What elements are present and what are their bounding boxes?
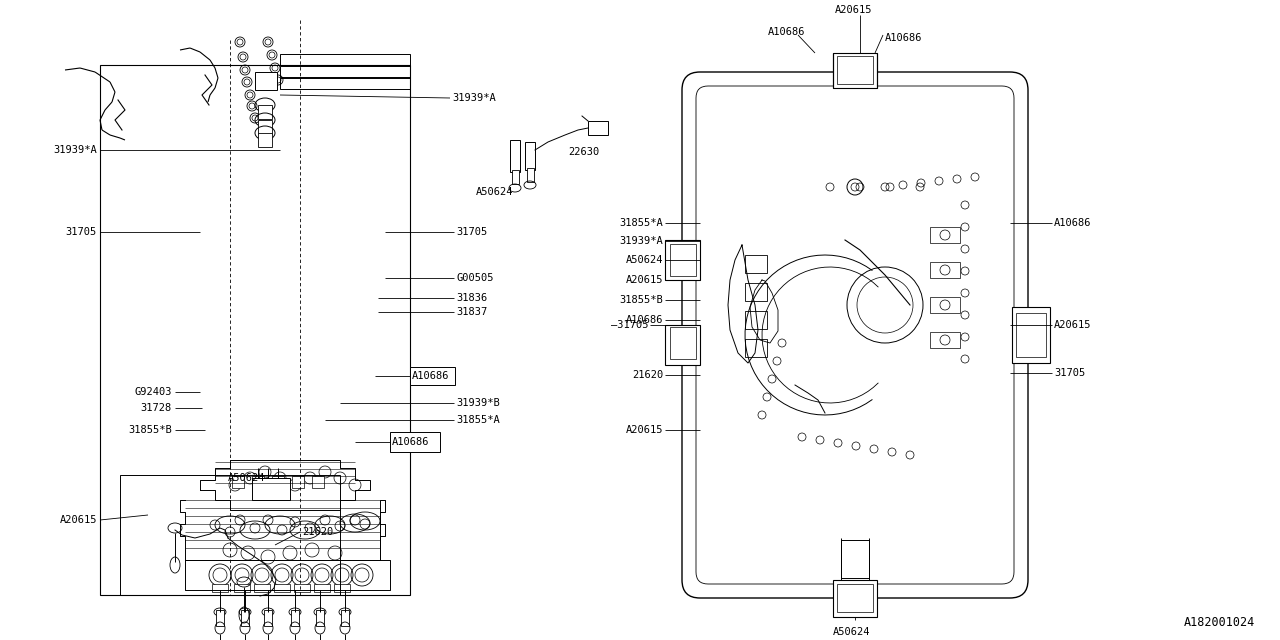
Bar [314,584,330,592]
Text: 31837: 31837 [456,307,488,317]
Text: 31855*A: 31855*A [456,415,499,425]
Bar [512,170,518,184]
Bar [334,584,349,592]
Bar [234,584,250,592]
Bar [253,584,270,592]
Text: 31705: 31705 [456,227,488,237]
Bar [280,54,410,65]
Bar [259,133,273,147]
Bar [274,584,291,592]
Text: 31855*B: 31855*B [128,425,172,435]
Text: 31939*A: 31939*A [452,93,495,103]
Bar [291,610,300,626]
Text: 31939*A: 31939*A [54,145,97,155]
Text: A20615: A20615 [626,425,663,435]
Text: G00505: G00505 [456,273,494,283]
Text: 31939*A: 31939*A [620,236,663,246]
Bar [1016,313,1046,357]
Text: —31705: —31705 [611,320,648,330]
Text: A10686: A10686 [1053,218,1092,228]
Bar [931,332,960,348]
Text: 31728: 31728 [141,403,172,413]
Bar [280,78,410,89]
Bar [669,244,696,276]
Bar [264,610,273,626]
Text: 31705: 31705 [65,227,97,237]
Bar [252,478,291,500]
Text: 31705: 31705 [1053,368,1085,378]
Bar [232,476,244,488]
Bar [316,610,324,626]
Bar [745,283,767,301]
Bar [837,56,873,84]
Bar [588,121,608,135]
Bar [212,584,228,592]
Bar [837,584,873,612]
Text: 22630: 22630 [568,147,599,157]
Text: A10686: A10686 [626,315,663,325]
Bar [833,580,877,617]
Text: 31939*B: 31939*B [456,398,499,408]
Text: 31855*A: 31855*A [620,218,663,228]
Text: G92403: G92403 [134,387,172,397]
Text: A20615: A20615 [835,5,873,15]
Text: 21620: 21620 [632,370,663,380]
Bar [509,140,520,172]
Text: A50624: A50624 [476,187,513,197]
Bar [280,66,410,77]
Bar [259,105,273,119]
Bar [666,240,700,280]
Bar [259,120,273,134]
Text: A10686: A10686 [884,33,923,43]
Text: A10686: A10686 [768,27,805,37]
Bar [931,297,960,313]
Bar [120,475,340,595]
Text: A182001024: A182001024 [1184,616,1254,628]
Text: 31836: 31836 [456,293,488,303]
Text: A50624: A50624 [833,627,870,637]
Bar [216,610,224,626]
Bar [241,610,250,626]
Bar [666,325,700,365]
Text: A50624: A50624 [626,255,663,265]
Text: 31855*B: 31855*B [620,295,663,305]
Bar [841,540,869,578]
Bar [292,476,305,488]
Bar [312,476,324,488]
Text: A10686: A10686 [412,371,449,381]
Text: A10686: A10686 [392,437,430,447]
Bar [745,255,767,273]
Bar [931,262,960,278]
Bar [100,65,410,595]
Bar [390,432,440,452]
Bar [745,339,767,357]
Bar [527,168,534,182]
Text: A20615: A20615 [59,515,97,525]
Bar [294,584,310,592]
Bar [1012,307,1050,363]
Text: 21620: 21620 [302,527,333,537]
Bar [252,476,264,488]
Bar [525,142,535,170]
Bar [745,311,767,329]
Text: A20615: A20615 [626,275,663,285]
Bar [833,53,877,88]
Bar [273,476,284,488]
Text: A50624: A50624 [228,473,265,483]
Text: A20615: A20615 [1053,320,1092,330]
Bar [255,72,276,90]
Bar [931,227,960,243]
Bar [340,610,349,626]
Bar [669,327,696,359]
Bar [410,367,454,385]
